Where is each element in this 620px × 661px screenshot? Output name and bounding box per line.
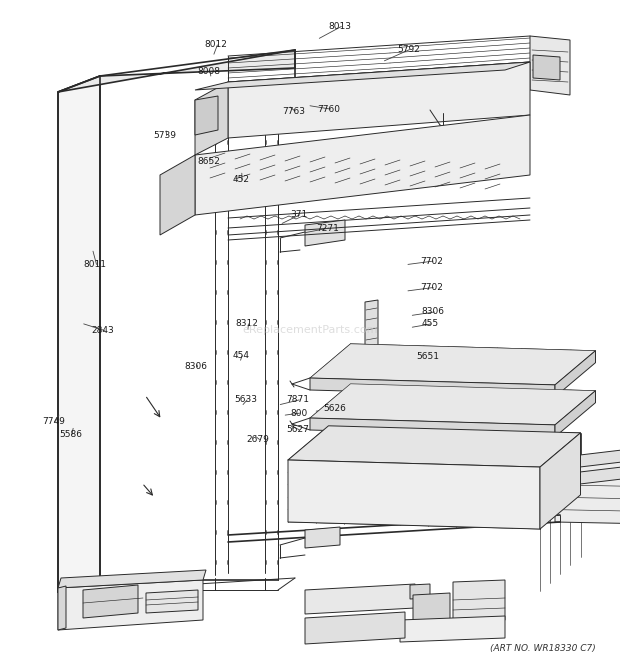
Polygon shape [305,220,345,246]
Polygon shape [555,350,595,397]
Polygon shape [310,418,555,437]
Polygon shape [58,76,100,592]
Text: 452: 452 [232,175,249,184]
Text: 5792: 5792 [397,45,420,54]
Polygon shape [310,384,595,425]
Text: 8008: 8008 [197,67,220,76]
Text: 8011: 8011 [84,260,107,269]
Polygon shape [555,391,595,437]
Polygon shape [195,82,228,155]
Text: 5627: 5627 [286,425,309,434]
Polygon shape [555,460,620,524]
Text: 7749: 7749 [42,417,65,426]
Polygon shape [288,426,580,467]
Polygon shape [305,527,340,548]
Text: 7702: 7702 [420,256,443,266]
Polygon shape [195,62,530,90]
Text: 7871: 7871 [286,395,309,405]
Text: 7763: 7763 [282,106,305,116]
Polygon shape [195,96,218,135]
Polygon shape [58,50,295,92]
Text: 8652: 8652 [197,157,220,167]
Text: eReplacementParts.com: eReplacementParts.com [242,325,378,335]
Polygon shape [305,584,415,614]
Text: 371: 371 [290,210,308,219]
Text: 8012: 8012 [205,40,228,50]
Polygon shape [58,580,203,630]
Polygon shape [305,612,405,644]
Text: 8306: 8306 [422,307,445,317]
Text: 454: 454 [232,351,249,360]
Text: 2679: 2679 [247,435,270,444]
Text: 2843: 2843 [92,326,115,335]
Polygon shape [195,115,530,215]
Text: (ART NO. WR18330 C7): (ART NO. WR18330 C7) [490,644,596,652]
Text: 5626: 5626 [324,404,347,413]
Text: 7702: 7702 [420,283,443,292]
Polygon shape [453,580,505,622]
Text: 7271: 7271 [316,223,339,233]
Polygon shape [228,62,530,138]
Text: 8312: 8312 [236,319,259,329]
Text: 5739: 5739 [154,131,177,140]
Polygon shape [310,344,595,385]
Polygon shape [288,460,540,529]
Circle shape [441,104,445,108]
Text: 5633: 5633 [234,395,257,405]
Polygon shape [530,36,570,95]
Circle shape [422,599,440,617]
Polygon shape [365,300,378,362]
Text: 5651: 5651 [417,352,440,362]
Polygon shape [580,467,620,484]
Polygon shape [160,155,195,235]
Polygon shape [58,570,206,588]
Polygon shape [540,433,580,529]
Polygon shape [58,586,66,630]
Polygon shape [146,590,198,613]
Polygon shape [533,55,560,80]
Polygon shape [410,584,430,599]
Text: 8306: 8306 [185,362,208,371]
Text: 455: 455 [422,319,439,329]
Text: 5586: 5586 [59,430,82,440]
Polygon shape [83,585,138,618]
Text: 8013: 8013 [329,22,352,31]
Polygon shape [310,378,555,397]
Text: 7760: 7760 [317,104,340,114]
Text: 800: 800 [290,408,308,418]
Polygon shape [580,450,620,467]
Polygon shape [400,616,505,642]
Polygon shape [413,593,450,622]
